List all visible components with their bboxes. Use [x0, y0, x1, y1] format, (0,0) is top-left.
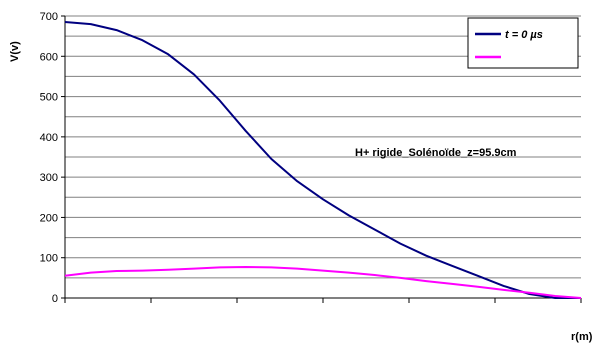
y-tick-label: 400 — [40, 132, 58, 144]
y-tick-label: 100 — [40, 253, 58, 265]
y-tick-label: 0 — [52, 293, 58, 305]
legend-label-series-1: t = 0 µs — [505, 29, 543, 41]
y-tick-label: 600 — [40, 51, 58, 63]
y-axis-label: V(v) — [9, 41, 21, 62]
chart-annotation: H+ rigide_Solénoïde_z=95.9cm — [355, 147, 517, 159]
legend: t = 0 µs — [467, 17, 579, 69]
series-line-2 — [64, 266, 582, 299]
series-lines — [64, 21, 582, 299]
x-axis-label: r(m) — [571, 331, 593, 343]
y-tick-labels: 0 100 200 300 400 500 600 700 — [40, 11, 65, 305]
legend-box — [467, 17, 579, 69]
series-line-1 — [64, 21, 581, 299]
y-tick-label: 300 — [40, 172, 58, 184]
y-tick-label: 500 — [40, 92, 58, 104]
x-tick-marks — [64, 298, 582, 303]
y-tick-label: 200 — [40, 212, 58, 224]
y-tick-label: 700 — [40, 11, 58, 23]
